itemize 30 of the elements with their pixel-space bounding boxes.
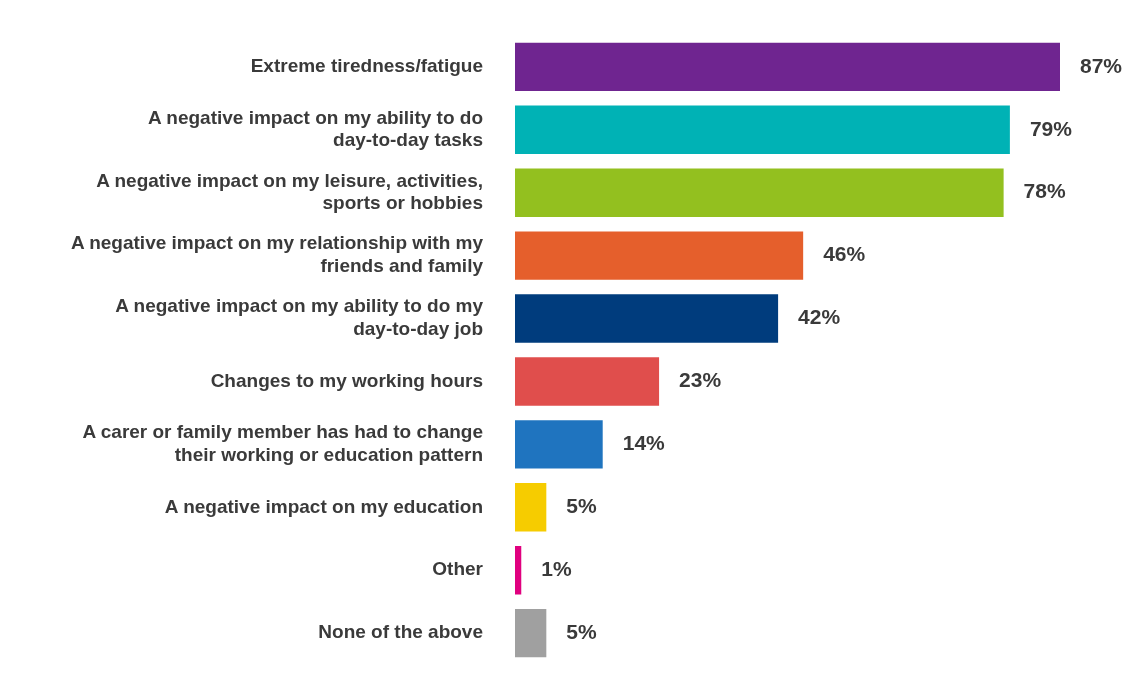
y-tick-label: A carer or family member has had to change their working or education pattern	[82, 421, 483, 466]
data-label: 42%	[798, 305, 841, 329]
y-tick-label: A negative impact on my ability to do day-to-day tasks	[147, 106, 483, 151]
data-label: 23%	[679, 368, 722, 392]
bar	[515, 231, 804, 280]
bar	[515, 168, 1004, 217]
y-tick-label: A negative impact on my education	[164, 495, 483, 517]
bar	[515, 357, 660, 406]
y-tick-label: Other	[432, 558, 484, 580]
y-tick-label: Extreme tiredness/fatigue	[250, 55, 483, 77]
data-label: 79%	[1029, 116, 1073, 140]
bar	[515, 105, 1010, 154]
bar	[515, 608, 547, 658]
data-label: 78%	[1023, 179, 1066, 203]
data-label: 5%	[566, 619, 597, 643]
bar	[515, 294, 779, 343]
y-tick-label: None of the above	[318, 621, 483, 643]
data-label: 1%	[541, 557, 572, 581]
bar	[515, 483, 547, 532]
y-tick-label: A negative impact on my relationship with my friends and family	[70, 232, 484, 277]
data-label: 14%	[622, 431, 666, 455]
bar	[515, 42, 1060, 92]
y-tick-label: A negative impact on my leisure, activities, sports or hobbies	[96, 169, 483, 214]
y-tick-label: Changes to my working hours	[210, 369, 483, 391]
data-label: 46%	[823, 242, 866, 266]
data-label: 5%	[566, 494, 597, 518]
data-label: 87%	[1080, 53, 1123, 77]
y-tick-label: A negative impact on my ability to do my day-to-day job	[115, 295, 484, 340]
bar	[515, 546, 522, 595]
bar	[515, 420, 603, 469]
